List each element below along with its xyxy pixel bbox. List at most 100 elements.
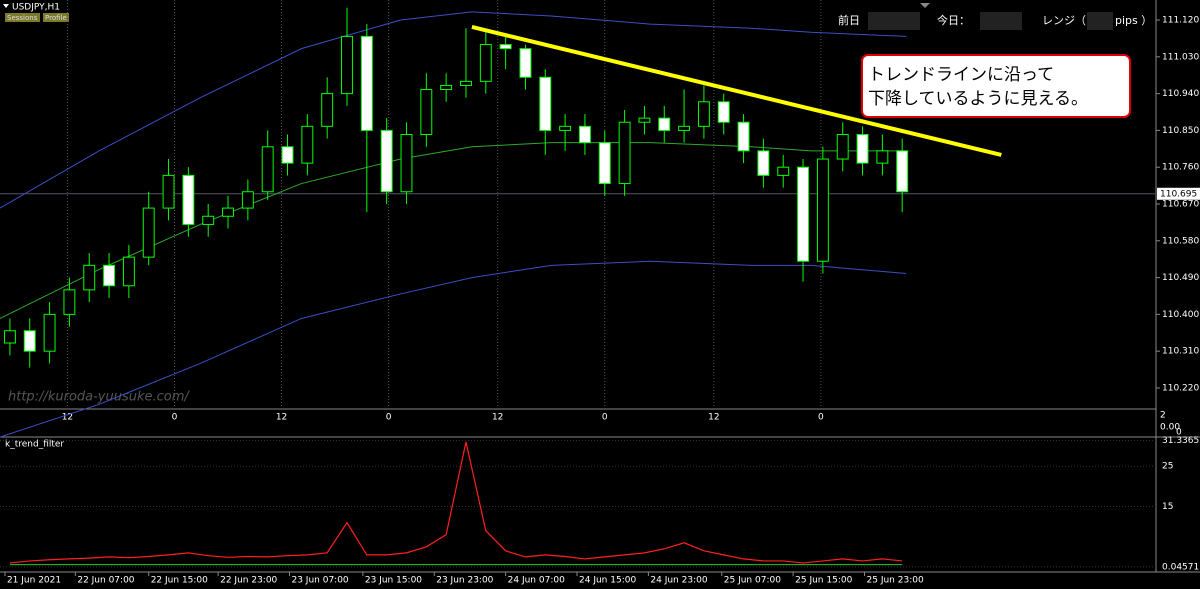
button-label[interactable]: Profile bbox=[45, 14, 67, 22]
candle-body bbox=[261, 146, 274, 193]
y-tick-label: 25 bbox=[1162, 462, 1173, 472]
candle-body bbox=[658, 117, 671, 131]
candle-body bbox=[202, 215, 215, 225]
date-label: 23 Jun 23:00 bbox=[436, 576, 493, 586]
candle-body bbox=[23, 330, 36, 352]
y-tick-label: 110.850 bbox=[1162, 126, 1199, 136]
annotation-box bbox=[861, 54, 1131, 118]
band-line bbox=[0, 11, 907, 209]
candle-body bbox=[103, 264, 116, 287]
x-tick-label: 12 bbox=[708, 413, 719, 423]
candle-body bbox=[142, 207, 155, 258]
candle-body bbox=[182, 174, 195, 225]
price-tag bbox=[1157, 187, 1200, 200]
date-label: 21 Jun 2021 bbox=[7, 576, 61, 586]
candle-body bbox=[400, 134, 413, 193]
info-label: レンジ（ bbox=[1042, 14, 1086, 27]
candle-body bbox=[598, 142, 611, 185]
x-tick-label: 0 bbox=[172, 413, 178, 423]
candle-body bbox=[222, 207, 234, 217]
candle-body bbox=[618, 121, 631, 185]
candle-body bbox=[43, 313, 56, 352]
watermark: http://kuroda-yuusuke.com/ bbox=[8, 390, 190, 405]
indicator-line bbox=[9, 441, 903, 564]
candle-body bbox=[717, 101, 730, 123]
band-line bbox=[0, 260, 907, 438]
x-tick-label: 12 bbox=[62, 413, 73, 423]
indicator-title: k_trend_filter bbox=[5, 440, 64, 450]
y-tick-label: 15 bbox=[1162, 502, 1173, 512]
candle-body bbox=[737, 121, 750, 152]
date-label: 24 Jun 15:00 bbox=[579, 576, 636, 586]
candle-body bbox=[321, 93, 334, 127]
panel-label: 0.00 bbox=[1160, 423, 1180, 433]
annotation: 下降しているように見える。 bbox=[868, 89, 1088, 109]
candle-body bbox=[241, 191, 254, 209]
x-tick-label: 12 bbox=[276, 413, 287, 423]
candle-body bbox=[281, 146, 294, 164]
candle-body bbox=[3, 330, 16, 344]
price-label: 110.695 bbox=[1160, 189, 1197, 199]
date-label: 22 Jun 15:00 bbox=[151, 576, 208, 586]
candle-body bbox=[876, 150, 889, 164]
candle-body bbox=[578, 125, 591, 144]
candle-body bbox=[341, 35, 353, 95]
button[interactable] bbox=[43, 13, 69, 22]
candle-body bbox=[539, 76, 552, 131]
date-label: 23 Jun 07:00 bbox=[291, 576, 348, 586]
candle-body bbox=[420, 89, 433, 136]
candle-body bbox=[757, 150, 770, 176]
y-tick-label: 110.400 bbox=[1162, 310, 1199, 320]
x-tick-label: 0 bbox=[386, 413, 392, 423]
date-label: 23 Jun 15:00 bbox=[365, 576, 422, 586]
annotation: トレンドラインに沿って bbox=[868, 65, 1054, 85]
y-tick-label: 110.490 bbox=[1162, 273, 1199, 283]
y-tick-label: 31.3365 bbox=[1162, 436, 1199, 446]
marker bbox=[920, 3, 930, 8]
x-tick-label: 0 bbox=[602, 413, 608, 423]
candle-body bbox=[122, 256, 135, 287]
candle-body bbox=[896, 150, 909, 193]
candle-body bbox=[162, 174, 175, 209]
symbol: USDJPY,H1 bbox=[12, 3, 60, 13]
candle-body bbox=[678, 125, 691, 131]
candle-body bbox=[697, 101, 710, 127]
masked-value bbox=[868, 12, 920, 30]
candle-body bbox=[460, 80, 472, 86]
y-tick-label: 111.120 bbox=[1162, 16, 1199, 26]
date-label: 25 Jun 23:00 bbox=[867, 576, 924, 586]
y-tick-label: 0.04571 bbox=[1162, 562, 1199, 572]
candle-body bbox=[360, 35, 373, 131]
candle-body bbox=[836, 134, 849, 160]
y-tick-label: 111.030 bbox=[1162, 52, 1199, 62]
y-tick-label: 110.310 bbox=[1162, 347, 1199, 357]
x-tick-label: 0 bbox=[818, 413, 824, 423]
y-tick-label: 110.760 bbox=[1162, 163, 1199, 173]
band-line bbox=[0, 142, 907, 319]
candle-body bbox=[63, 289, 76, 315]
candle-body bbox=[797, 166, 810, 262]
candle-body bbox=[499, 44, 512, 50]
date-label: 24 Jun 23:00 bbox=[650, 576, 707, 586]
date-label: 22 Jun 23:00 bbox=[220, 576, 277, 586]
x-tick-label: 12 bbox=[492, 413, 503, 423]
masked-value bbox=[1087, 12, 1113, 30]
menu-arrow[interactable] bbox=[3, 4, 9, 8]
y-tick-label: 110.220 bbox=[1162, 383, 1199, 393]
candle-body bbox=[777, 166, 790, 176]
masked-value bbox=[980, 12, 1022, 30]
candle-body bbox=[519, 48, 532, 78]
panel-label: 0 bbox=[1176, 428, 1182, 438]
candle-body bbox=[440, 84, 453, 91]
candle-body bbox=[816, 158, 829, 262]
button-label[interactable]: Sessions bbox=[7, 14, 38, 22]
date-label: 25 Jun 15:00 bbox=[795, 576, 852, 586]
y-tick-label: 110.940 bbox=[1162, 89, 1199, 99]
button[interactable] bbox=[5, 13, 40, 22]
candle-body bbox=[638, 117, 651, 123]
candle-body bbox=[83, 264, 96, 291]
candle-body bbox=[856, 134, 869, 164]
candle-body bbox=[380, 129, 393, 193]
date-label: 25 Jun 07:00 bbox=[724, 576, 781, 586]
